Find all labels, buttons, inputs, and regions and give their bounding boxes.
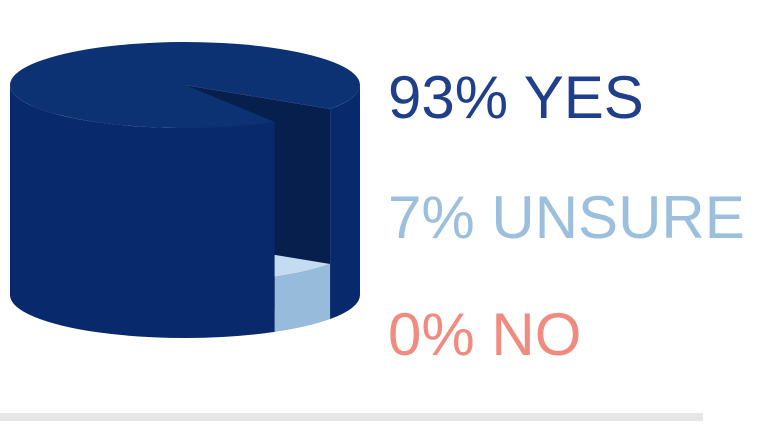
- legend-label: 93% YES: [388, 64, 644, 131]
- legend-label: 0% NO: [388, 301, 581, 368]
- pie: [9, 42, 361, 338]
- category-label: UNSURE: [491, 184, 744, 251]
- slice-side: [10, 85, 275, 338]
- slice: [9, 42, 361, 338]
- legend-label: 7% UNSURE: [388, 184, 745, 251]
- category-label: NO: [491, 301, 581, 368]
- slice-side: [274, 264, 331, 332]
- value-label: 0%: [388, 301, 475, 368]
- value-label: 93%: [388, 64, 508, 131]
- slice-side: [330, 85, 360, 320]
- value-label: 7%: [388, 184, 475, 251]
- slice-top: [9, 42, 361, 128]
- category-label: YES: [524, 64, 644, 131]
- divider: [0, 413, 703, 421]
